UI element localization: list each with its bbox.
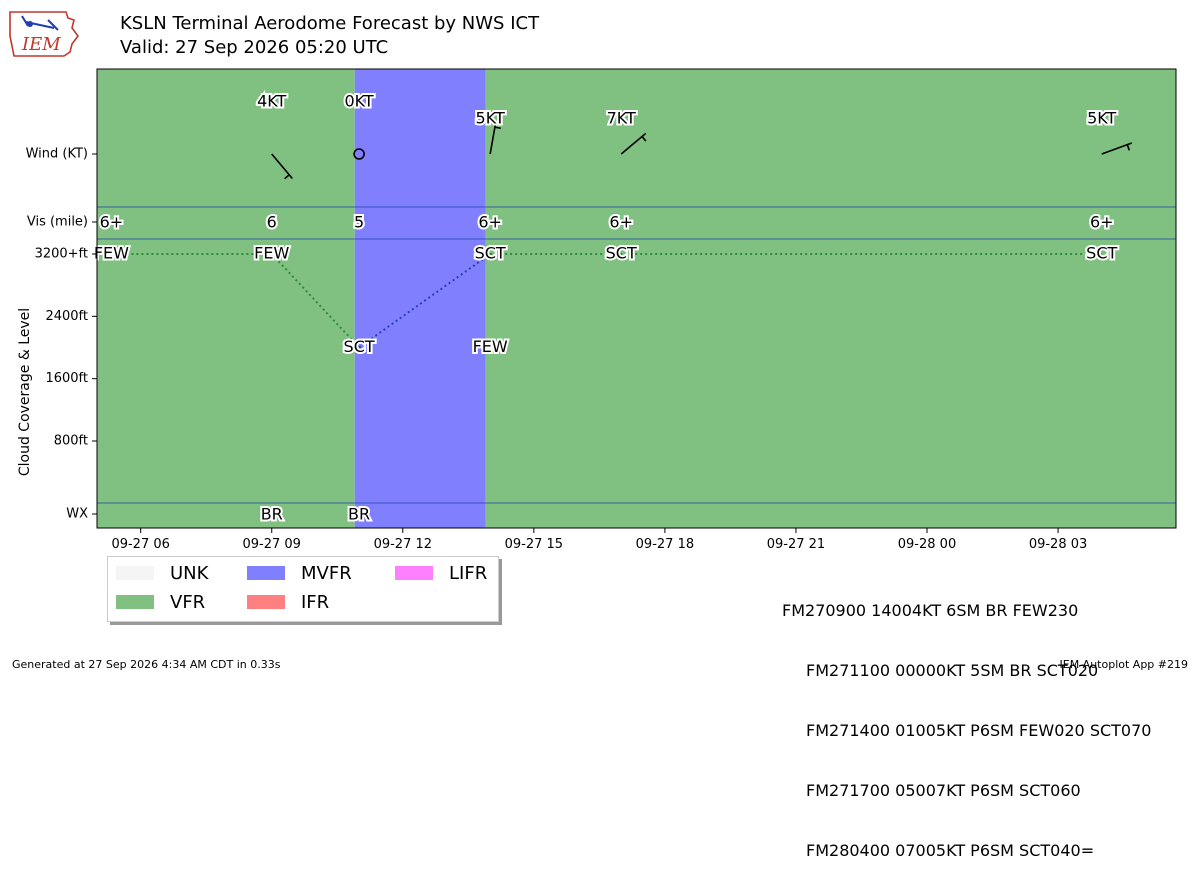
- category-span-mvfr: [354, 69, 486, 528]
- chart-title: KSLN Terminal Aerodome Forecast by NWS I…: [120, 13, 540, 34]
- legend: UNK MVFR LIFR VFR IFR: [107, 556, 499, 622]
- taf-line: FM280400 07005KT P6SM SCT040=: [806, 841, 1095, 860]
- legend-label-mvfr: MVFR: [301, 562, 352, 584]
- wind-barb-flag: [494, 126, 501, 130]
- calm-wind-marker: [353, 148, 365, 160]
- taf-line: FM270900 14004KT 6SM BR FEW230: [782, 601, 1079, 620]
- wind-label: 7KT: [607, 109, 636, 128]
- cloud-label: SCT: [475, 244, 506, 263]
- visibility-label: 6+: [100, 213, 124, 232]
- y-tick-label: WX: [66, 507, 88, 522]
- x-tick-label: 09-27 06: [111, 537, 169, 552]
- visibility-label: 6+: [1090, 213, 1114, 232]
- legend-swatch-unk: [116, 566, 154, 580]
- legend-label-vfr: VFR: [170, 591, 206, 613]
- x-axis-ticks: 09-27 06 09-27 09 09-27 12 09-27 15 09-27 18…: [111, 528, 1087, 552]
- cloud-label: SCT: [344, 337, 375, 356]
- wind-barb-staff: [271, 153, 293, 180]
- x-tick-label: 09-27 18: [636, 537, 694, 552]
- cloud-label: SCT: [606, 244, 637, 263]
- app-identifier: IEM Autoplot App #219: [1059, 658, 1189, 671]
- y-tick-label: 3200+ft: [35, 247, 88, 262]
- cloud-label: FEW: [254, 244, 289, 263]
- category-background: [97, 69, 1177, 528]
- wind-barb-flag: [1126, 144, 1131, 151]
- wind-barb-staff: [489, 122, 497, 155]
- iem-logo-text: IEM: [21, 34, 61, 55]
- wind-barb-flag: [284, 174, 290, 180]
- cloud-label: FEW: [473, 337, 508, 356]
- taf-line: FM271400 01005KT P6SM FEW020 SCT070: [806, 721, 1152, 740]
- x-tick-label: 09-27 15: [505, 537, 563, 552]
- legend-item-unk: UNK: [116, 562, 209, 584]
- y-tick-label: 2400ft: [45, 309, 88, 324]
- taf-line: FM271700 05007KT P6SM SCT060: [806, 781, 1081, 800]
- visibility-label: 5: [354, 213, 364, 232]
- iem-logo: IEM: [9, 11, 79, 57]
- wind-barb-staff: [1101, 142, 1133, 155]
- legend-swatch-ifr: [247, 595, 285, 609]
- cloud-label: FEW: [94, 244, 129, 263]
- visibility-label: 6+: [478, 213, 502, 232]
- y-tick-label: 1600ft: [45, 371, 88, 386]
- x-tick-label: 09-27 12: [374, 537, 432, 552]
- x-tick-label: 09-27 21: [767, 537, 825, 552]
- taf-chart: 4KT 0KT 5KT 7KT 5KT 6+ 6 5 6+ 6+ 6+ FEW FEW SCT FEW SCT…: [17, 68, 1177, 552]
- x-tick-label: 09-28 00: [898, 537, 956, 552]
- wind-label: 4KT: [257, 92, 286, 111]
- visibility-label: 6+: [609, 213, 633, 232]
- cloud-lines: [111, 253, 1102, 349]
- wind-label: 5KT: [1087, 109, 1116, 128]
- legend-item-vfr: VFR: [116, 591, 206, 613]
- panel-separators: [97, 206, 1176, 504]
- wind-label: 0KT: [345, 92, 374, 111]
- wind-barb-flag: [641, 136, 647, 142]
- x-tick-label: 09-28 03: [1029, 537, 1087, 552]
- x-tick-label: 09-27 09: [243, 537, 301, 552]
- cloud-connector-line: [358, 253, 491, 349]
- y-tick-label: 800ft: [54, 434, 88, 449]
- visibility-label: 6: [267, 213, 277, 232]
- cloud-label: SCT: [1086, 244, 1117, 263]
- y-axis-ticks: Wind (KT) Vis (mile) 3200+ft 2400ft 1600ft 80…: [26, 147, 97, 522]
- legend-swatch-vfr: [116, 595, 154, 609]
- raw-taf-text: FM270900 14004KT 6SM BR FEW230 FM271100 …: [782, 561, 1151, 881]
- legend-item-ifr: IFR: [247, 591, 330, 613]
- category-span-vfr: [97, 69, 355, 528]
- legend-item-lifr: LIFR: [395, 562, 488, 584]
- generated-timestamp: Generated at 27 Sep 2026 4:34 AM CDT in …: [12, 658, 281, 671]
- legend-swatch-mvfr: [247, 566, 285, 580]
- legend-label-lifr: LIFR: [449, 562, 488, 584]
- wind-label: 5KT: [476, 109, 505, 128]
- point-labels: 4KT 0KT 5KT 7KT 5KT 6+ 6 5 6+ 6+ 6+ FEW FEW SCT FEW SCT…: [92, 90, 1120, 526]
- weather-label: BR: [348, 505, 370, 524]
- y-axis-label: Cloud Coverage & Level: [17, 308, 33, 476]
- legend-item-mvfr: MVFR: [247, 562, 352, 584]
- legend-label-unk: UNK: [170, 562, 209, 584]
- weather-label: BR: [261, 505, 283, 524]
- wind-barbs: [271, 122, 1133, 180]
- category-span-vfr: [485, 69, 1177, 528]
- y-tick-label: Vis (mile): [27, 215, 88, 230]
- chart-subtitle: Valid: 27 Sep 2026 05:20 UTC: [120, 37, 389, 58]
- plot-frame: [96, 68, 1177, 529]
- legend-label-ifr: IFR: [301, 591, 330, 613]
- legend-swatch-lifr: [395, 566, 433, 580]
- y-tick-label: Wind (KT): [26, 147, 88, 162]
- cloud-connector-line: [271, 253, 360, 349]
